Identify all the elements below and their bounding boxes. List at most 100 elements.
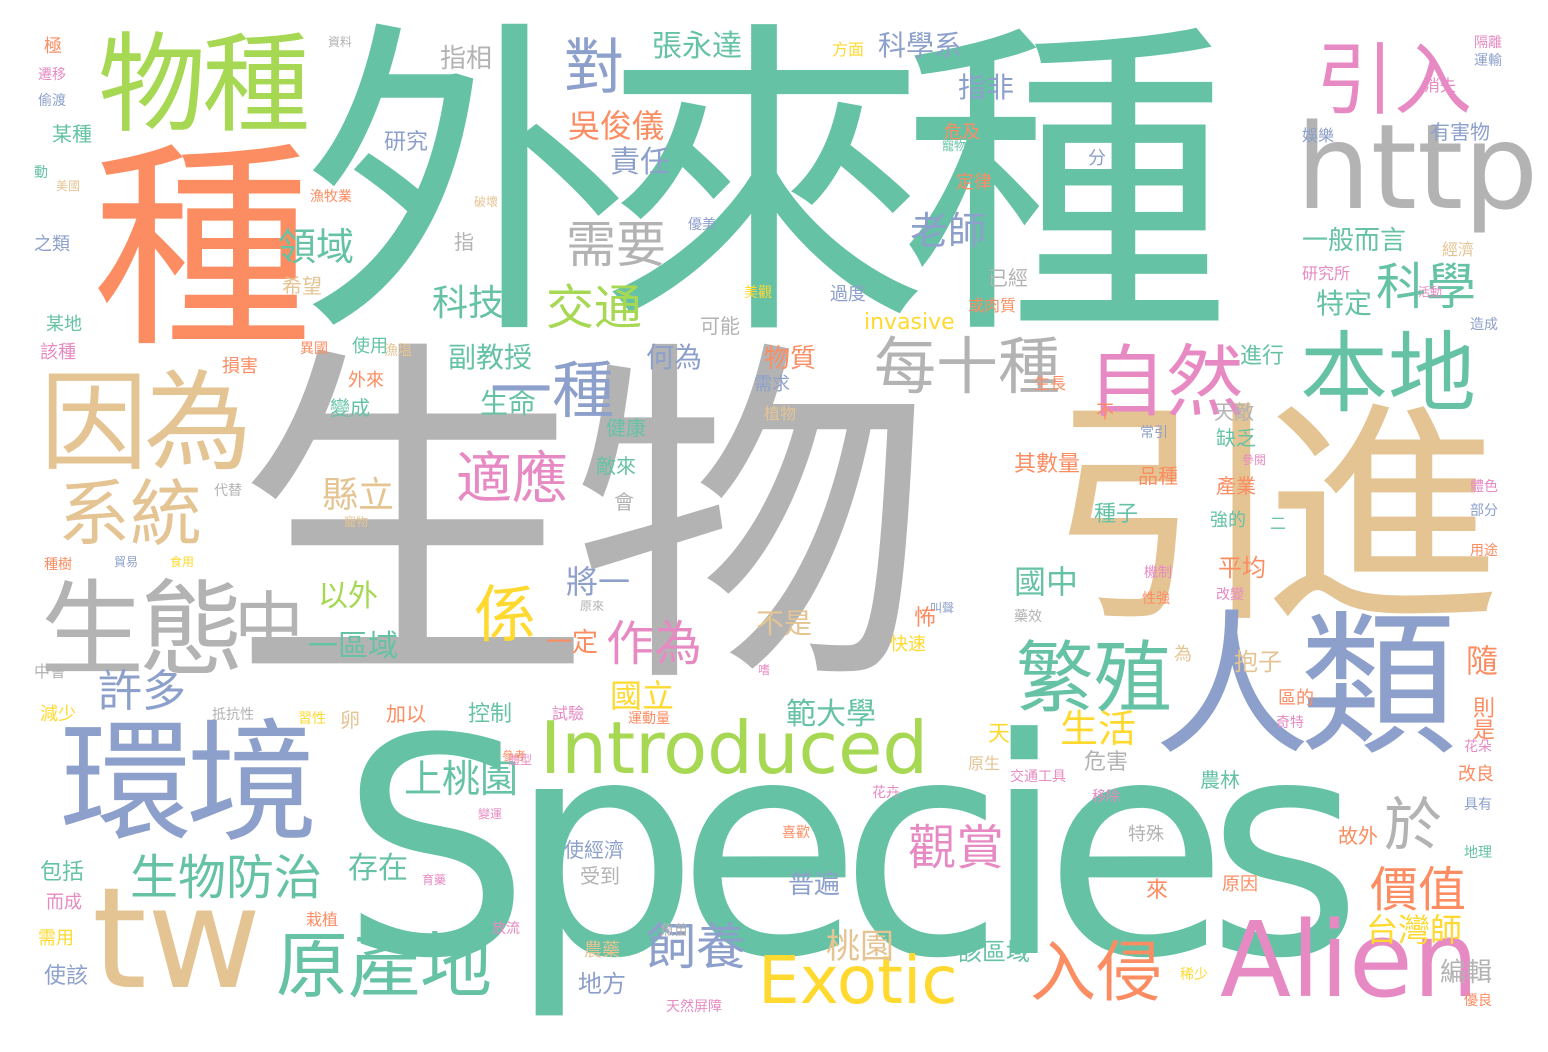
word: 副教授 [448,341,533,374]
word: 特定 [1316,287,1373,320]
word: 飼養 [646,918,746,976]
word: 娛樂 [1302,126,1335,145]
word: 國中 [1014,563,1079,601]
word: 張永達 [652,29,742,64]
word: 適應 [456,447,568,512]
word: 生態 [40,569,244,691]
word: 繁殖 [1016,634,1173,724]
word: 天 [988,722,1011,747]
word: 抵抗性 [212,707,254,723]
word: 需要 [566,216,666,274]
word: 不 [1096,402,1114,423]
word: 物質 [764,344,817,374]
word: 天敵 [1214,400,1254,424]
word: 栽植 [306,910,339,929]
word: 物種 [98,23,310,148]
word: 中 [234,584,304,666]
word: 台灣師 [1366,911,1463,949]
word: 改變 [1216,587,1244,603]
word: 生物防治 [130,850,323,906]
word: 研究所 [1302,264,1351,283]
word: 吳俊儀 [568,107,665,145]
word: 可能 [700,314,740,338]
word: 會 [614,490,634,514]
word: 品種 [1138,464,1178,488]
word: 花朵 [1464,739,1492,755]
word: 運動量 [628,711,670,727]
word: 作為 [606,616,703,672]
word: 區的 [1278,688,1314,709]
word: 危及 [944,122,980,143]
word: 具有 [1464,797,1492,813]
word: 變成 [330,396,370,420]
word: 縣立 [322,475,395,516]
word: 地理 [1464,845,1492,861]
word: 地方 [578,970,626,998]
word: 健康 [606,416,646,440]
word: 方面 [832,40,865,59]
word: 平均 [1218,554,1266,582]
word: 領域 [278,225,355,269]
word: 需用 [38,928,74,949]
word: 觀賞 [908,820,1005,876]
word: 動 [34,165,48,181]
word: 科學系 [878,29,963,62]
word: 機制 [1144,565,1172,581]
word: 偷渡 [38,93,66,109]
word: 改良 [1458,764,1494,785]
word: 使該 [44,964,89,989]
word: 異國 [300,341,328,357]
word: 加以 [386,702,426,726]
word: 存在 [348,851,408,886]
word: 本地 [1300,322,1477,425]
word: 生長 [1034,374,1067,393]
word: 已經 [988,266,1028,290]
word: 老師 [910,209,987,253]
word: 生物 [232,312,932,731]
word: 範大學 [786,697,876,732]
word: 故外 [1338,824,1378,848]
word: 指 [454,230,474,254]
word: 常引 [1140,425,1168,441]
word: 該種 [40,342,76,363]
word: 變運 [478,807,503,821]
word: 交通工具 [1010,769,1066,785]
word: 體色 [1470,479,1498,495]
word: 育藥 [422,873,447,887]
word: 分 [1088,148,1106,169]
word: 稀少 [1180,967,1208,983]
word: 藥效 [1014,609,1042,625]
word: 危害 [1084,750,1129,775]
word: 部分 [1470,503,1498,519]
word: 一區域 [308,629,398,664]
word: 寵物 [344,515,369,529]
word: 食用 [170,555,195,569]
word: 破壞 [474,195,499,209]
word: 優良 [1464,993,1492,1009]
word: 來 [1146,878,1169,903]
word: 指非 [958,71,1015,104]
word: Exotic [758,942,958,1019]
word: 嗜 [758,663,771,677]
word: 貿易 [114,555,139,569]
word: 以外 [318,579,378,614]
word: 強的 [1210,510,1246,531]
word: 許多 [98,666,186,717]
word: 係 [474,578,537,651]
word: 代替 [214,483,242,499]
word: Introduced [540,706,929,790]
word: 將一 [566,563,631,601]
word: 自然 [1088,338,1245,428]
word: 特殊 [1128,824,1164,845]
word: 體型 [508,753,533,767]
word: 普遍 [788,870,841,900]
word: 原因 [1222,874,1258,895]
word: 每十種 [874,330,1061,403]
word: tw [92,858,262,1021]
word: Species [340,675,1363,1024]
word: 原產地 [276,924,493,1008]
word: 生活 [1060,707,1137,751]
word: 桃園 [826,927,894,967]
word: 編輯 [1440,958,1493,988]
